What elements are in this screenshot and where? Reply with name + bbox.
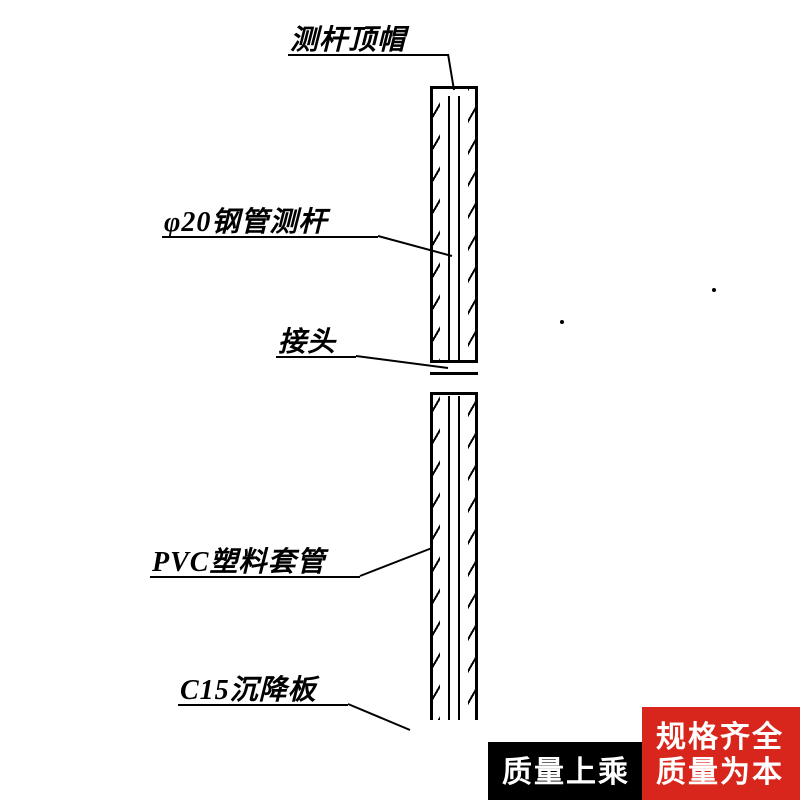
overlay-left: 质量上乘: [488, 742, 642, 800]
speck-1: [560, 320, 564, 324]
corner-overlay: 质量上乘 规格齐全 质量为本: [488, 707, 800, 800]
overlay-right: 规格齐全 质量为本: [642, 707, 800, 800]
speck-2: [712, 288, 716, 292]
diagram-stage: 测杆顶帽 φ20钢管测杆 接头 PVC塑料套管 C15沉降板 质量上乘 规格齐全…: [0, 0, 800, 800]
leader-plate: [0, 0, 800, 800]
